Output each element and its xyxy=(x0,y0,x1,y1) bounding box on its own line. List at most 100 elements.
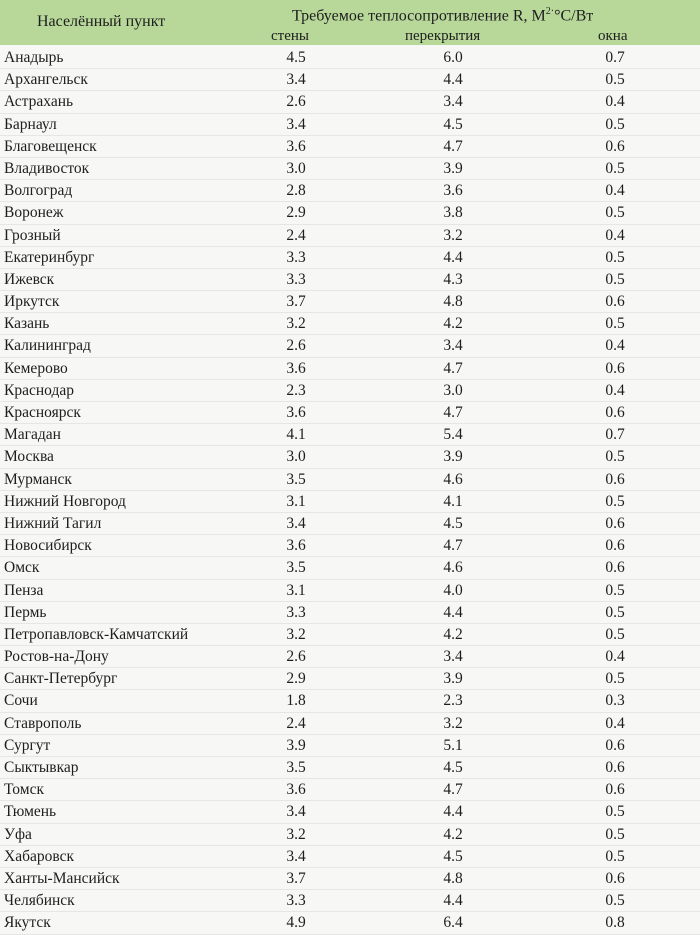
cell-city: Волгоград xyxy=(4,182,73,200)
cell-city: Кемерово xyxy=(4,359,68,377)
table-row: Томск 3.6 4.7 0.6 xyxy=(0,779,700,802)
cell-windows: 0.6 xyxy=(605,470,625,488)
cell-walls: 2.9 xyxy=(286,204,306,222)
cell-windows: 0.4 xyxy=(605,714,625,732)
cell-city: Нижний Тагил xyxy=(4,514,102,532)
cell-city: Краснодар xyxy=(4,381,74,399)
cell-windows: 0.4 xyxy=(605,226,625,244)
table-row: Владивосток 3.0 3.9 0.5 xyxy=(0,158,700,181)
table-row: Хабаровск 3.4 4.5 0.5 xyxy=(0,846,700,868)
cell-roof: 3.9 xyxy=(443,159,463,177)
cell-roof: 4.3 xyxy=(443,270,463,288)
cell-city: Грозный xyxy=(4,226,61,244)
cell-walls: 3.6 xyxy=(286,404,306,421)
cell-walls: 3.4 xyxy=(286,847,306,865)
cell-city: Мурманск xyxy=(4,470,72,488)
table-row: Нижний Новгород 3.1 4.1 0.5 xyxy=(0,491,700,513)
cell-roof: 4.5 xyxy=(443,115,463,133)
cell-city: Якутск xyxy=(4,914,51,932)
cell-city: Калининград xyxy=(4,337,91,355)
cell-city: Сыктывкар xyxy=(4,759,79,776)
table-row: Казань 3.2 4.2 0.5 xyxy=(0,313,700,336)
cell-city: Санкт-Петербург xyxy=(4,670,118,688)
cell-windows: 0.6 xyxy=(605,781,625,799)
cell-roof: 4.7 xyxy=(443,404,463,421)
table-row: Грозный 2.4 3.2 0.4 xyxy=(0,225,700,247)
cell-city: Омск xyxy=(4,559,40,577)
cell-windows: 0.6 xyxy=(605,514,625,532)
cell-roof: 3.2 xyxy=(443,714,463,732)
column-header-roof: перекрытия xyxy=(405,28,481,44)
cell-windows: 0.5 xyxy=(605,603,625,621)
table-body: Анадырь 4.5 6.0 0.7 Архангельск 3.4 4.4 0.5 Астр… xyxy=(0,47,700,935)
table-row: Новосибирск 3.6 4.7 0.6 xyxy=(0,535,700,558)
cell-walls: 3.2 xyxy=(286,825,306,843)
cell-city: Сочи xyxy=(4,692,38,710)
cell-windows: 0.4 xyxy=(605,93,625,111)
cell-walls: 2.6 xyxy=(286,93,306,111)
cell-walls: 4.1 xyxy=(286,426,306,444)
cell-walls: 3.4 xyxy=(286,514,306,532)
cell-city: Нижний Новгород xyxy=(4,492,126,510)
table-row: Ростов-на-Дону 2.6 3.4 0.4 xyxy=(0,646,700,669)
table-row: Уфа 3.2 4.2 0.5 xyxy=(0,824,700,846)
cell-roof: 4.0 xyxy=(443,581,463,599)
cell-roof: 4.2 xyxy=(443,625,463,643)
cell-city: Благовещенск xyxy=(4,137,97,155)
table-row: Якутск 4.9 6.4 0.8 xyxy=(0,912,700,935)
cell-roof: 5.1 xyxy=(443,736,463,754)
cell-walls: 3.6 xyxy=(286,137,306,155)
cell-windows: 0.6 xyxy=(605,404,625,421)
cell-roof: 3.2 xyxy=(443,226,463,244)
cell-roof: 4.1 xyxy=(443,492,463,510)
table-row: Астрахань 2.6 3.4 0.4 xyxy=(0,91,700,114)
cell-windows: 0.7 xyxy=(605,426,625,444)
cell-roof: 4.8 xyxy=(443,293,463,311)
cell-city: Уфа xyxy=(4,825,32,843)
cell-roof: 3.8 xyxy=(443,204,463,222)
cell-walls: 2.8 xyxy=(286,182,306,200)
cell-city: Астрахань xyxy=(4,93,74,111)
table-row: Красноярск 3.6 4.7 0.6 xyxy=(0,402,700,425)
cell-windows: 0.6 xyxy=(605,137,625,155)
cell-windows: 0.6 xyxy=(605,293,625,311)
cell-walls: 3.5 xyxy=(286,559,306,577)
cell-roof: 4.6 xyxy=(443,559,463,577)
cell-roof: 4.7 xyxy=(443,537,463,555)
cell-windows: 0.5 xyxy=(605,448,625,466)
cell-walls: 3.3 xyxy=(286,248,306,266)
cell-roof: 4.7 xyxy=(443,359,463,377)
cell-walls: 3.4 xyxy=(286,803,306,821)
cell-city: Магадан xyxy=(4,426,61,444)
cell-windows: 0.8 xyxy=(605,914,625,932)
cell-roof: 6.4 xyxy=(443,914,463,932)
cell-walls: 4.9 xyxy=(286,914,306,932)
table-row: Краснодар 2.3 3.0 0.4 xyxy=(0,380,700,402)
cell-city: Красноярск xyxy=(4,404,81,421)
cell-roof: 3.0 xyxy=(443,381,463,399)
cell-roof: 4.4 xyxy=(443,248,463,266)
cell-walls: 1.8 xyxy=(286,692,306,710)
table-row: Магадан 4.1 5.4 0.7 xyxy=(0,424,700,447)
table-row: Сургут 3.9 5.1 0.6 xyxy=(0,735,700,757)
cell-roof: 4.7 xyxy=(443,137,463,155)
cell-city: Иркутск xyxy=(4,293,60,311)
cell-windows: 0.6 xyxy=(605,537,625,555)
cell-walls: 3.9 xyxy=(286,736,306,754)
table-row: Кемерово 3.6 4.7 0.6 xyxy=(0,358,700,380)
table-row: Барнаул 3.4 4.5 0.5 xyxy=(0,114,700,136)
cell-roof: 4.5 xyxy=(443,759,463,776)
cell-walls: 3.4 xyxy=(286,71,306,89)
cell-roof: 4.2 xyxy=(443,825,463,843)
cell-windows: 0.5 xyxy=(605,248,625,266)
cell-city: Ставрополь xyxy=(4,714,82,732)
cell-windows: 0.4 xyxy=(605,182,625,200)
cell-city: Ханты-Мансийск xyxy=(4,869,120,887)
cell-walls: 3.5 xyxy=(286,759,306,776)
cell-windows: 0.5 xyxy=(605,159,625,177)
cell-walls: 3.3 xyxy=(286,603,306,621)
table-row: Омск 3.5 4.6 0.6 xyxy=(0,557,700,580)
table-row: Челябинск 3.3 4.4 0.5 xyxy=(0,890,700,913)
cell-roof: 5.4 xyxy=(443,426,463,444)
table-header: Населённый пункт Требуемое теплосопротив… xyxy=(0,0,700,45)
